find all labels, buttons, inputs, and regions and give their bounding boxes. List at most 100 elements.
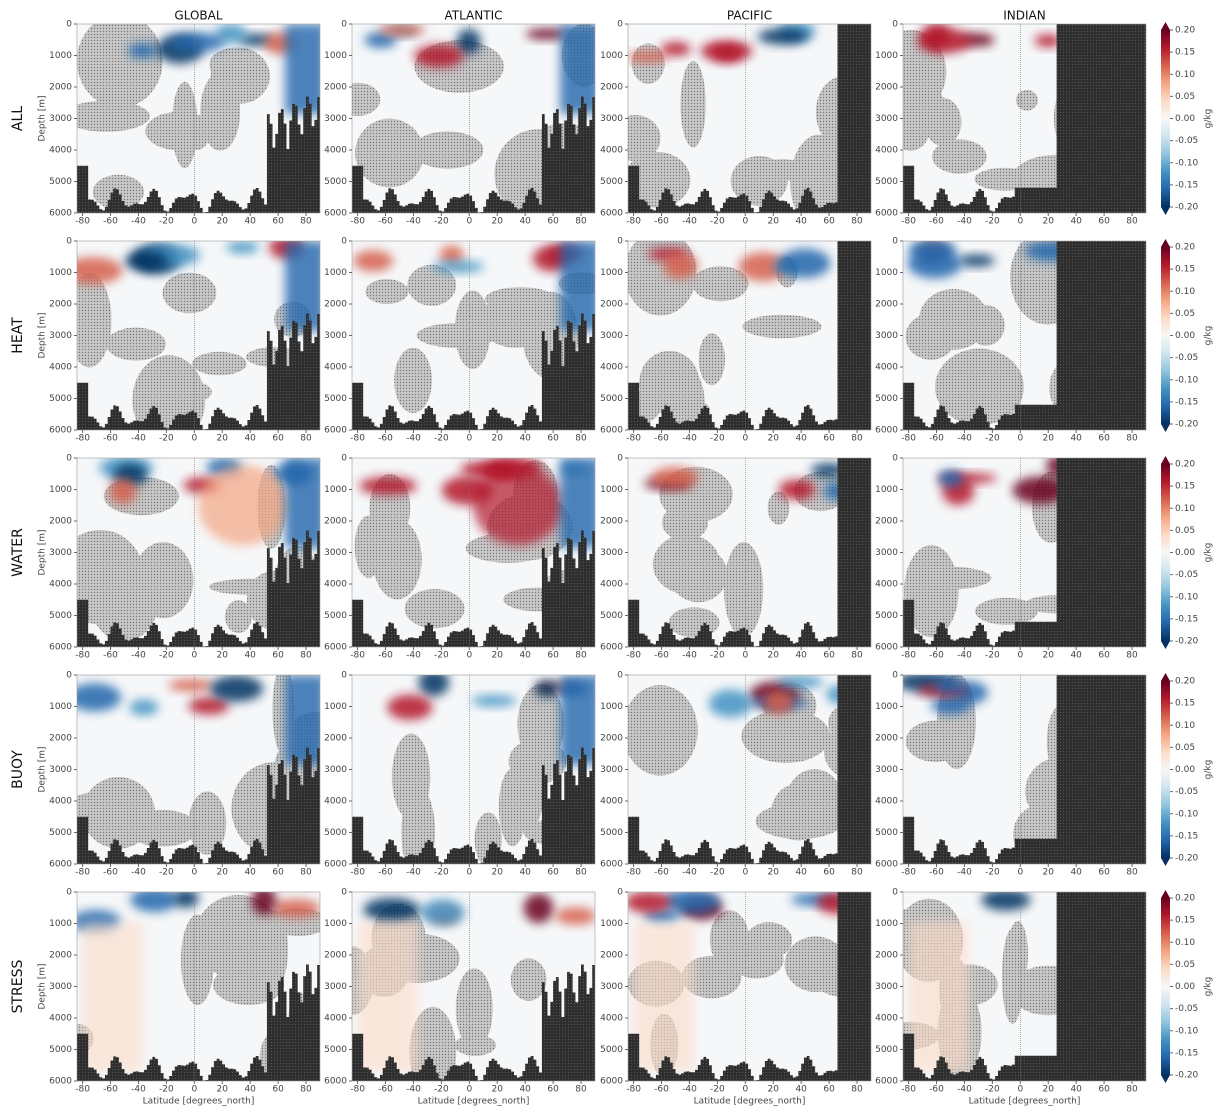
anomaly <box>271 899 320 918</box>
anomaly <box>130 892 179 912</box>
anomaly <box>523 893 554 924</box>
colorbar-tick-label: 0.05 <box>1175 526 1195 536</box>
x-tick-label: -40 <box>957 651 972 661</box>
anomaly <box>473 465 564 546</box>
y-tick-label: 6000 <box>324 1077 347 1087</box>
x-tick-label: 0 <box>742 434 748 444</box>
stipple <box>498 768 527 847</box>
stipple <box>411 131 484 169</box>
y-tick-label: 4000 <box>600 146 623 156</box>
y-tick-label: 2000 <box>49 83 72 93</box>
x-tick-label: 60 <box>272 651 284 661</box>
y-axis-label: Depth [m] <box>38 963 48 1009</box>
y-tick-label: 5000 <box>875 1045 898 1055</box>
anomaly <box>357 922 418 1072</box>
x-tick-label: 80 <box>300 868 312 878</box>
stipple <box>742 314 822 339</box>
x-tick-label: 60 <box>823 434 835 444</box>
y-tick-label: 0 <box>892 888 898 898</box>
colorbar-tick-label: 0.15 <box>1175 699 1195 709</box>
anomaly <box>353 250 394 272</box>
x-tick-label: -40 <box>406 1085 421 1095</box>
x-tick-label: 80 <box>300 651 312 661</box>
y-tick-label: 1000 <box>324 919 347 929</box>
anomaly <box>778 248 831 278</box>
y-tick-label: 3000 <box>324 982 347 992</box>
stipple <box>409 1006 457 1081</box>
x-tick-label: 40 <box>519 651 531 661</box>
y-tick-label: 0 <box>617 454 623 464</box>
y-tick-label: 0 <box>341 20 347 30</box>
stipple <box>455 968 493 1049</box>
anomaly <box>757 28 809 45</box>
colorbar-tick-label: -0.10 <box>1175 809 1199 819</box>
y-tick-label: 5000 <box>875 611 898 621</box>
x-tick-label: -40 <box>406 434 421 444</box>
x-tick-label: 80 <box>575 217 587 227</box>
x-tick-label: -80 <box>75 217 90 227</box>
x-tick-label: 40 <box>1070 434 1082 444</box>
colorbar-tick-label: 0.20 <box>1175 26 1195 36</box>
stipple <box>729 939 784 979</box>
anomaly <box>525 28 568 40</box>
stipple <box>355 118 424 188</box>
anomaly <box>439 245 464 265</box>
y-tick-label: 1000 <box>324 485 347 495</box>
anomaly <box>908 922 969 1072</box>
y-tick-label: 1000 <box>49 919 72 929</box>
panel <box>77 241 320 430</box>
y-tick-label: 2000 <box>324 517 347 527</box>
y-tick-label: 2000 <box>49 300 72 310</box>
stipple <box>508 738 567 785</box>
colorbar-tick-label: -0.20 <box>1175 854 1199 864</box>
x-tick-label: 80 <box>575 868 587 878</box>
x-tick-label: -40 <box>131 868 146 878</box>
seafloor <box>77 524 320 647</box>
column-title: ATLANTIC <box>444 9 502 23</box>
anomaly <box>420 899 465 926</box>
y-tick-label: 0 <box>617 888 623 898</box>
y-tick-label: 2000 <box>49 734 72 744</box>
x-tick-label: 0 <box>191 1085 197 1095</box>
x-tick-label: -80 <box>626 651 641 661</box>
x-tick-label: -80 <box>350 434 365 444</box>
y-tick-label: 2000 <box>324 734 347 744</box>
y-tick-label: 3000 <box>875 982 898 992</box>
y-tick-label: 4000 <box>49 363 72 373</box>
y-tick-label: 3000 <box>600 982 623 992</box>
anomaly <box>456 29 481 55</box>
stipple <box>77 273 112 368</box>
y-tick-label: 2000 <box>600 300 623 310</box>
colorbar-tick-label: -0.05 <box>1175 353 1198 363</box>
panel <box>628 24 871 213</box>
stipple <box>106 327 166 361</box>
x-tick-label: -60 <box>654 1085 669 1095</box>
x-tick-label: 60 <box>823 868 835 878</box>
colorbar-extend <box>1161 424 1170 432</box>
colorbar-tick-label: -0.15 <box>1175 180 1198 190</box>
x-tick-label: -20 <box>985 1085 1000 1095</box>
y-tick-label: 3000 <box>600 765 623 775</box>
x-tick-label: 0 <box>742 868 748 878</box>
anomaly <box>364 31 397 48</box>
x-tick-label: 40 <box>244 651 256 661</box>
seafloor <box>352 958 595 1081</box>
y-tick-label: 0 <box>341 454 347 464</box>
x-tick-label: -40 <box>406 651 421 661</box>
colorbar-tick-label: -0.05 <box>1175 570 1198 580</box>
x-tick-label: 20 <box>1043 868 1055 878</box>
y-tick-label: 2000 <box>875 517 898 527</box>
x-tick-label: -60 <box>929 434 944 444</box>
stipple <box>652 534 721 594</box>
y-tick-label: 2000 <box>600 83 623 93</box>
stipple <box>160 380 212 404</box>
x-tick-label: 40 <box>519 217 531 227</box>
y-tick-label: 5000 <box>324 394 347 404</box>
anomaly <box>534 680 560 698</box>
y-tick-label: 3000 <box>324 548 347 558</box>
y-tick-label: 5000 <box>324 1045 347 1055</box>
anomaly <box>210 675 264 702</box>
x-tick-label: 0 <box>466 651 472 661</box>
anomaly <box>418 675 450 697</box>
y-tick-label: 1000 <box>875 51 898 61</box>
